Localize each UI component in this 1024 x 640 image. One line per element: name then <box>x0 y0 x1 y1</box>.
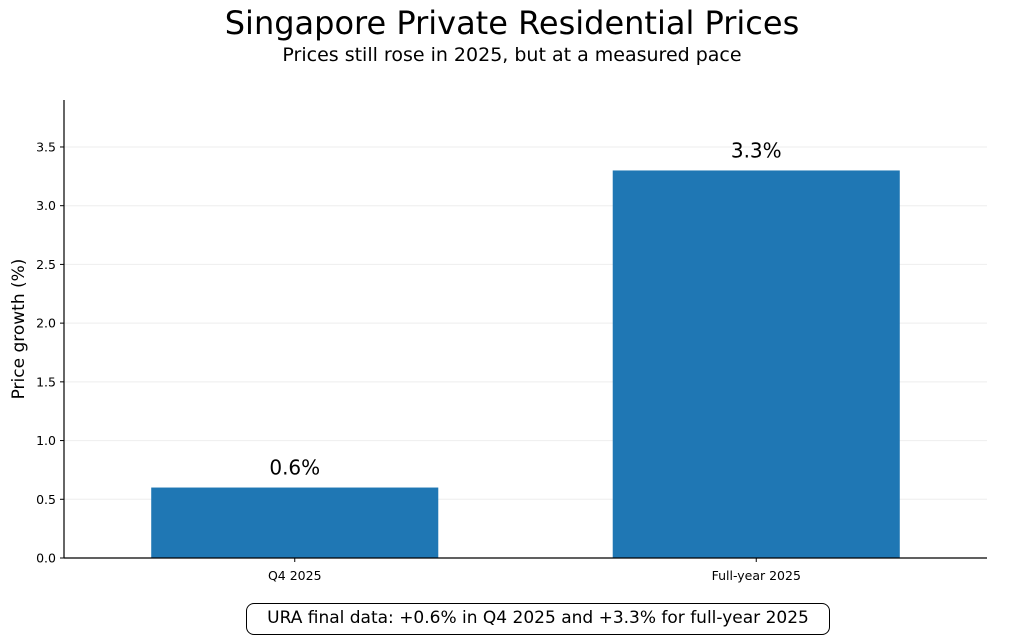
y-tick-label: 1.0 <box>36 433 56 448</box>
bar <box>612 170 900 558</box>
y-tick-label: 2.0 <box>36 316 56 331</box>
bar <box>151 487 439 558</box>
y-tick-label: 0.0 <box>36 551 56 566</box>
chart-subtitle: Prices still rose in 2025, but at a meas… <box>282 44 742 66</box>
y-tick-label: 3.0 <box>36 198 56 213</box>
y-axis-label: Price growth (%) <box>9 259 29 400</box>
annotation-box: URA final data: +0.6% in Q4 2025 and +3.… <box>246 603 830 635</box>
data-label: 3.3% <box>731 138 782 162</box>
y-tick-label: 1.5 <box>36 374 56 389</box>
y-tick-label: 0.5 <box>36 492 56 507</box>
y-tick-label: 3.5 <box>36 139 56 154</box>
chart-title: Singapore Private Residential Prices <box>224 4 800 42</box>
y-tick-label: 2.5 <box>36 257 56 272</box>
data-label: 0.6% <box>269 456 320 480</box>
x-tick-label: Q4 2025 <box>268 568 322 583</box>
x-tick-label: Full-year 2025 <box>712 568 801 583</box>
